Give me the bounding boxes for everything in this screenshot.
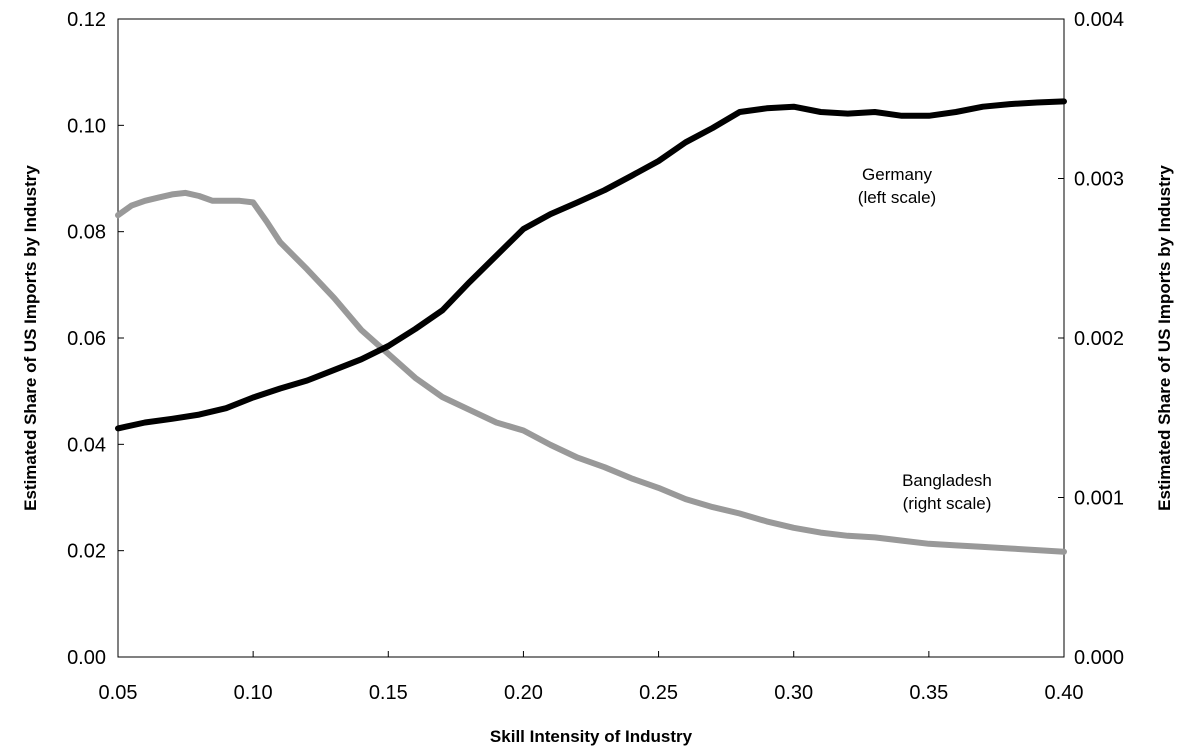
right-tick-label: 0.000 (1074, 647, 1124, 669)
x-tick-label: 0.30 (774, 682, 813, 704)
germany-annotation-line: (left scale) (858, 188, 936, 207)
right-tick-label: 0.002 (1074, 328, 1124, 350)
x-tick-label: 0.25 (639, 682, 678, 704)
right-y-axis-title: Estimated Share of US Imports by Industr… (1155, 165, 1174, 511)
left-y-axis-title: Estimated Share of US Imports by Industr… (21, 165, 40, 511)
left-tick-label: 0.08 (67, 222, 106, 244)
left-tick-label: 0.02 (67, 541, 106, 563)
germany-annotation-line: Germany (862, 165, 932, 184)
left-tick-label: 0.00 (67, 647, 106, 669)
right-tick-label: 0.001 (1074, 488, 1124, 510)
left-tick-label: 0.06 (67, 328, 106, 350)
germany-annotation: Germany (left scale) (858, 165, 936, 207)
left-tick-label: 0.04 (67, 434, 106, 456)
x-axis-title: Skill Intensity of Industry (490, 727, 693, 746)
right-tick-label: 0.004 (1074, 9, 1124, 31)
right-y-axis-ticks: 0.000 0.001 0.002 0.003 0.004 (1058, 9, 1124, 669)
annotations: Germany (left scale) Bangladesh (right scal… (858, 165, 992, 513)
x-tick-label: 0.10 (234, 682, 273, 704)
right-tick-label: 0.003 (1074, 169, 1124, 191)
germany-line (115, 98, 1067, 432)
x-tick-label: 0.35 (909, 682, 948, 704)
bangladesh-annotation-line: (right scale) (903, 494, 992, 513)
x-tick-label: 0.05 (99, 682, 138, 704)
left-tick-label: 0.12 (67, 9, 106, 31)
series-layer (115, 98, 1067, 555)
x-tick-label: 0.40 (1045, 682, 1084, 704)
x-tick-label: 0.15 (369, 682, 408, 704)
x-axis-ticks: 0.05 0.10 0.15 0.20 0.25 0.30 0.35 0.40 (99, 651, 1084, 704)
left-tick-label: 0.10 (67, 115, 106, 137)
bangladesh-annotation-line: Bangladesh (902, 471, 992, 490)
x-tick-label: 0.20 (504, 682, 543, 704)
bangladesh-annotation: Bangladesh (right scale) (902, 471, 992, 513)
left-y-axis-ticks: 0.00 0.02 0.04 0.06 0.08 0.10 0.12 (67, 9, 124, 669)
bangladesh-line (115, 189, 1067, 555)
